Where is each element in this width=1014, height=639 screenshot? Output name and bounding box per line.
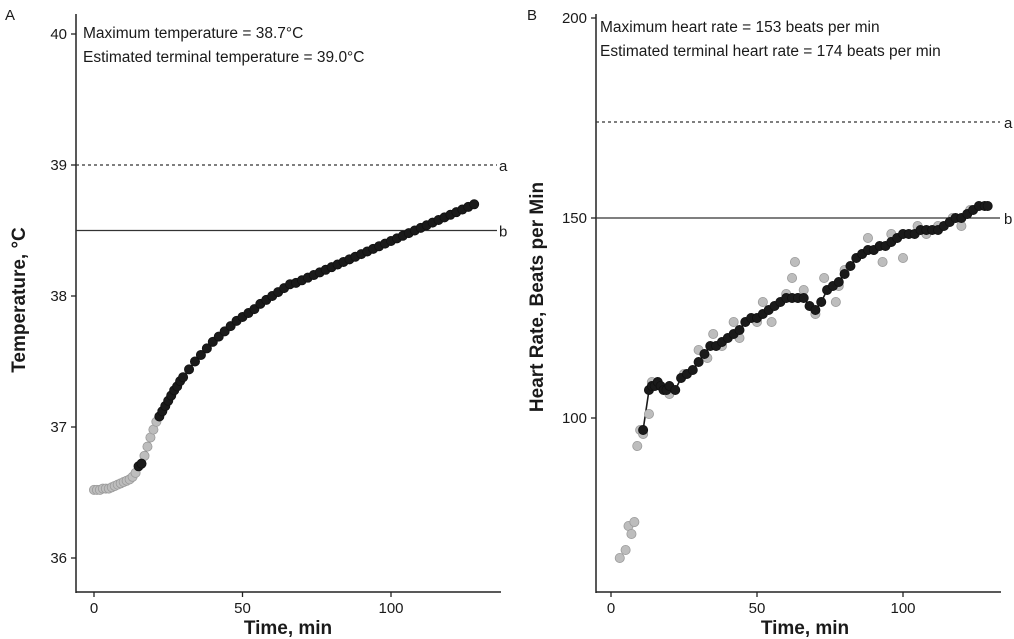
x-tick-label: 50 <box>749 600 766 617</box>
data-point-dark <box>670 384 681 395</box>
annotation-terminal-heart-rate: Estimated terminal heart rate = 174 beat… <box>600 43 941 60</box>
ticks-b: 100 150 200 0 50 100 <box>562 10 916 617</box>
data-point-light <box>787 272 798 283</box>
data-point-dark <box>201 343 212 354</box>
data-point-light <box>632 440 643 451</box>
data-point-light <box>830 296 841 307</box>
x-axis-title-a: Time, min <box>244 618 332 639</box>
data-point-dark <box>469 199 480 210</box>
panel-letter-b: B <box>527 7 537 24</box>
x-tick-label: 100 <box>378 600 403 617</box>
data-point-light <box>898 252 909 263</box>
data-point-light <box>789 256 800 267</box>
y-tick-label: 36 <box>50 550 67 567</box>
data-point-light <box>614 553 625 564</box>
data-point-dark <box>810 304 821 315</box>
x-axis-title-b: Time, min <box>761 618 849 639</box>
data-points-a <box>89 199 480 495</box>
annotation-max-temperature: Maximum temperature = 38.7°C <box>83 25 303 42</box>
y-tick-label: 100 <box>562 410 587 427</box>
y-tick-label: 39 <box>50 157 67 174</box>
data-point-light <box>626 529 637 540</box>
data-point-dark <box>839 268 850 279</box>
reference-label-a: a <box>499 158 508 175</box>
data-point-light <box>620 545 631 556</box>
data-point-light <box>708 328 719 339</box>
x-tick-label: 0 <box>607 600 615 617</box>
data-point-dark <box>982 200 993 211</box>
data-point-dark <box>687 364 698 375</box>
data-point-dark <box>833 276 844 287</box>
y-tick-label: 40 <box>50 26 67 43</box>
data-point-light <box>766 316 777 327</box>
data-point-dark <box>136 458 147 469</box>
data-point-light <box>862 232 873 243</box>
y-tick-label: 200 <box>562 10 587 27</box>
data-point-dark <box>184 364 195 375</box>
y-tick-label: 37 <box>50 419 67 436</box>
y-axis-title-b: Heart Rate, Beats per Min <box>527 182 548 412</box>
data-point-dark <box>734 324 745 335</box>
annotation-max-heart-rate: Maximum heart rate = 153 beats per min <box>600 19 880 36</box>
x-tick-label: 0 <box>90 600 98 617</box>
reference-lines-b: ab <box>596 115 1013 228</box>
x-tick-label: 100 <box>890 600 915 617</box>
annotation-terminal-temperature: Estimated terminal temperature = 39.0°C <box>83 49 364 66</box>
x-tick-label: 50 <box>234 600 251 617</box>
data-point-light <box>877 256 888 267</box>
reference-label-b: b <box>499 224 507 241</box>
data-point-dark <box>816 296 827 307</box>
data-points-b <box>614 200 993 564</box>
reference-label-a: a <box>1004 115 1013 132</box>
data-point-light <box>629 517 640 528</box>
data-point-dark <box>798 292 809 303</box>
y-tick-label: 150 <box>562 210 587 227</box>
y-axis-title-a: Temperature, °C <box>9 227 30 373</box>
ticks-a: 36 37 38 39 40 0 50 100 <box>50 26 403 617</box>
data-point-dark <box>845 260 856 271</box>
data-point-light <box>728 316 739 327</box>
reference-lines-a: ab <box>76 158 508 241</box>
series-trend-line <box>138 203 475 467</box>
data-point-dark <box>693 356 704 367</box>
data-point-dark <box>699 348 710 359</box>
data-point-light <box>757 296 768 307</box>
data-point-dark <box>189 356 200 367</box>
data-point-dark <box>638 424 649 435</box>
data-point-light <box>643 408 654 419</box>
data-point-light <box>819 272 830 283</box>
data-point-dark <box>178 372 189 383</box>
y-tick-label: 38 <box>50 288 67 305</box>
data-point-dark <box>195 349 206 360</box>
panel-letter-a: A <box>5 7 15 24</box>
data-point-light <box>142 441 153 452</box>
reference-label-b: b <box>1004 211 1012 228</box>
